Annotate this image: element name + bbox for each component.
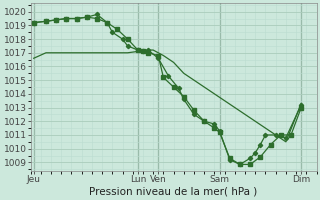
X-axis label: Pression niveau de la mer( hPa ): Pression niveau de la mer( hPa )	[90, 187, 258, 197]
